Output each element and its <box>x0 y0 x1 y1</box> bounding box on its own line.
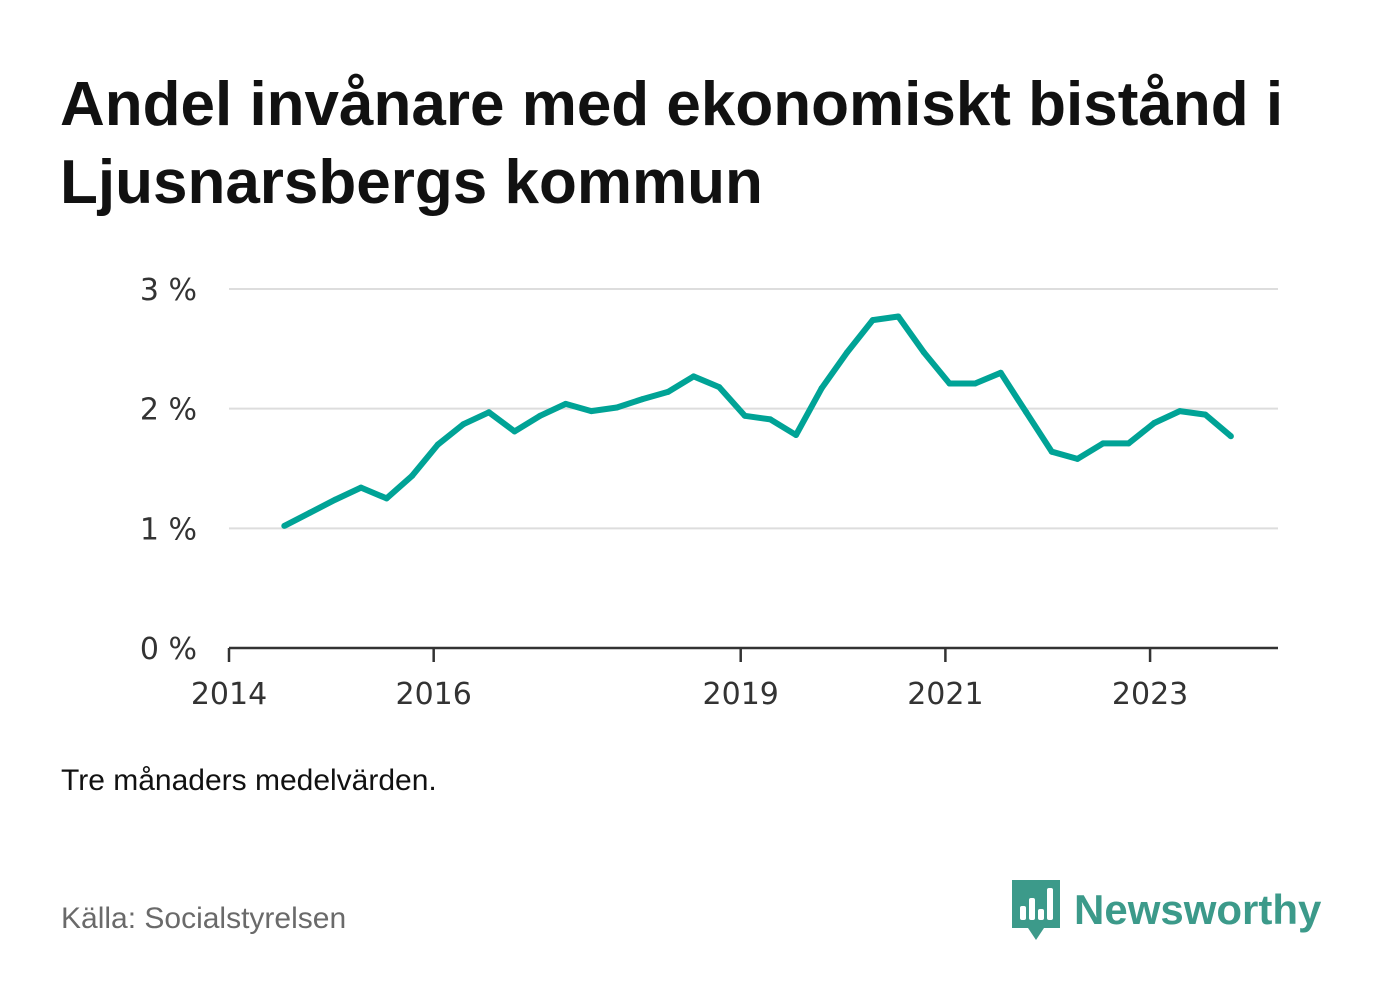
data-point <box>511 428 518 435</box>
data-point <box>716 384 723 391</box>
data-point <box>434 441 441 448</box>
data-point <box>639 396 646 403</box>
data-point <box>767 416 774 423</box>
brand-name: Newsworthy <box>1074 886 1322 933</box>
chart-title: Andel invånare med ekonomiskt bistånd i … <box>60 70 1284 217</box>
data-point <box>972 380 979 387</box>
series-group <box>281 313 1234 529</box>
data-point <box>690 373 697 380</box>
x-axis: 2014 2016 2019 2021 2023 <box>191 646 1278 712</box>
chart-note: Tre månaders medelvärden. <box>61 764 437 797</box>
y-tick-label: 1 % <box>140 512 197 547</box>
data-point <box>1227 433 1234 440</box>
x-tick-label: 2016 <box>396 677 472 712</box>
y-tick-label: 3 % <box>140 273 197 308</box>
x-tick-label: 2021 <box>907 677 983 712</box>
x-tick-label: 2014 <box>191 677 267 712</box>
y-axis-labels: 0 % 1 % 2 % 3 % <box>140 273 197 667</box>
data-point <box>895 313 902 320</box>
data-point <box>613 404 620 411</box>
data-point <box>358 484 364 491</box>
data-point <box>997 369 1004 376</box>
data-point <box>793 432 799 438</box>
data-point <box>1151 420 1158 426</box>
data-point <box>946 380 953 387</box>
data-point <box>920 349 927 356</box>
data-point <box>409 472 416 479</box>
data-point <box>562 400 569 407</box>
data-point <box>869 317 876 324</box>
newsworthy-chart-bubble-icon <box>1012 880 1060 940</box>
data-point <box>665 388 671 395</box>
line-chart: 0 % 1 % 2 % 3 % 2014 2016 2019 2021 2023 <box>140 273 1278 712</box>
data-point <box>1074 455 1081 462</box>
data-point <box>741 412 748 419</box>
newsworthy-logo: Newsworthy <box>1012 880 1321 940</box>
data-point <box>1125 440 1132 447</box>
y-tick-label: 0 % <box>140 632 197 667</box>
y-tick-label: 2 % <box>140 393 197 428</box>
data-point <box>588 408 595 415</box>
source-label: Källa: Socialstyrelsen <box>61 902 347 935</box>
data-point <box>1048 448 1055 455</box>
data-point <box>281 522 288 529</box>
x-tick-label: 2019 <box>703 677 779 712</box>
data-point <box>818 385 825 392</box>
data-point <box>537 412 544 419</box>
data-point <box>306 509 313 516</box>
data-point <box>332 496 339 503</box>
data-point <box>383 495 390 502</box>
data-point <box>1202 411 1209 418</box>
data-point <box>485 409 492 416</box>
data-point <box>460 421 467 428</box>
data-point <box>1023 409 1030 416</box>
gridlines <box>229 288 1278 530</box>
series-line <box>282 313 1233 529</box>
data-point <box>844 349 851 356</box>
data-point <box>1176 408 1183 415</box>
data-point <box>1100 440 1106 447</box>
x-tick-label: 2023 <box>1112 677 1188 712</box>
